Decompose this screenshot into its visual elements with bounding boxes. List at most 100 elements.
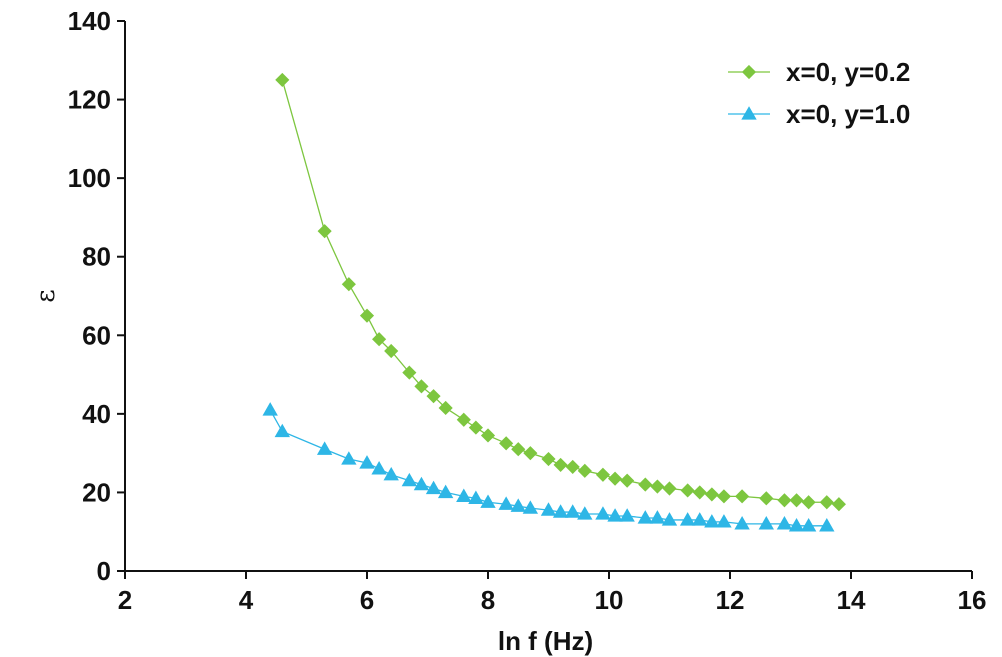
series-2-point	[661, 512, 678, 526]
series-2-point	[595, 506, 611, 520]
series-2-point	[274, 423, 290, 438]
series-1-point	[577, 463, 592, 478]
series-2-point	[679, 512, 696, 526]
series-2-point	[734, 516, 750, 530]
series-1-point	[759, 491, 774, 506]
y-axis-title: ε	[31, 289, 61, 302]
series-1-point	[735, 489, 750, 504]
series-2-point	[637, 510, 653, 524]
x-tick-label: 14	[837, 585, 866, 615]
series-1-point	[620, 473, 635, 488]
series-1-point	[650, 479, 665, 494]
legend-label: x=0, y=1.0	[786, 99, 910, 129]
series-2-point	[371, 461, 387, 475]
x-tick-label: 16	[958, 585, 987, 615]
series-2-point	[480, 494, 496, 508]
series-2-point	[819, 518, 835, 532]
y-tick-label: 80	[82, 242, 111, 272]
series-1-point	[704, 487, 719, 502]
series-1-point	[831, 497, 846, 512]
series-2-point	[359, 455, 375, 469]
series-1-point	[359, 308, 375, 323]
series-2-point	[316, 441, 333, 455]
x-ticks: 2 4 6 8 10 12 14 16	[118, 571, 987, 615]
series-1-point	[692, 485, 707, 500]
series-1-point	[499, 436, 514, 451]
x-tick-label: 10	[595, 585, 624, 615]
y-tick-label: 60	[82, 320, 111, 350]
x-axis-title: ln f (Hz)	[498, 626, 593, 656]
series-1-point	[372, 332, 387, 347]
series-1-point	[438, 400, 453, 416]
series-1-point	[414, 379, 429, 394]
series-1-point	[662, 481, 677, 496]
series-2-point	[425, 480, 442, 495]
y-ticks: 0 20 40 60 80 100 120 140	[68, 6, 125, 586]
series-2-point	[692, 512, 708, 526]
legend-swatch-marker	[741, 106, 757, 120]
series-1-point	[565, 459, 580, 474]
series-2-point	[552, 504, 569, 518]
series-1-point	[341, 277, 356, 292]
series-2-point	[758, 516, 774, 530]
series-1-point	[819, 495, 834, 510]
y-tick-label: 20	[82, 477, 111, 507]
series-2-point	[800, 518, 817, 532]
series-1-point	[402, 365, 417, 380]
series-2	[262, 402, 835, 532]
series-2-point	[716, 514, 732, 528]
series-2-point	[468, 490, 484, 504]
series-2-point	[540, 502, 557, 516]
y-tick-label: 0	[97, 556, 111, 586]
series-2-point	[704, 514, 720, 528]
legend-item-2: x=0, y=1.0	[728, 99, 910, 129]
series-2-point	[649, 510, 666, 524]
series-1-point	[777, 493, 792, 508]
series-1-line	[281, 79, 840, 505]
y-tick-label: 40	[82, 399, 111, 429]
y-tick-label: 120	[68, 85, 111, 115]
x-tick-label: 2	[118, 585, 132, 615]
x-tick-label: 12	[716, 585, 745, 615]
series-2-point	[401, 472, 418, 487]
series-2-point	[607, 508, 623, 522]
series-1-point	[607, 471, 623, 486]
series-2-point	[383, 466, 399, 481]
y-tick-label: 100	[68, 163, 111, 193]
x-tick-label: 6	[360, 585, 374, 615]
series-2-point	[522, 500, 539, 514]
series-1-point	[638, 477, 653, 492]
series-1-point	[541, 451, 556, 467]
legend: x=0, y=0.2 x=0, y=1.0	[728, 57, 910, 129]
series-2-point	[341, 451, 357, 465]
legend-item-1: x=0, y=0.2	[728, 57, 910, 87]
series-2-point	[498, 496, 514, 510]
series-1-point	[595, 467, 611, 482]
series-2-point	[456, 488, 472, 503]
y-tick-label: 140	[68, 6, 111, 36]
series-2-point	[577, 506, 593, 520]
x-tick-label: 8	[481, 585, 495, 615]
series-1-point	[511, 442, 526, 457]
series-2-point	[510, 498, 526, 512]
legend-label: x=0, y=0.2	[786, 57, 910, 87]
series-2-point	[565, 504, 581, 518]
series-1-point	[789, 493, 804, 508]
series-2-point	[413, 476, 430, 491]
series-1-point	[523, 446, 538, 461]
series-2-point	[437, 484, 454, 499]
series-2-point	[619, 508, 635, 522]
series-1-point	[716, 489, 732, 504]
series-1-point	[801, 495, 816, 510]
series-1-point	[317, 224, 332, 239]
x-tick-label: 4	[239, 585, 254, 615]
axes: 2 4 6 8 10 12 14 16 0 20 40 60 80 100 120 140	[68, 6, 987, 615]
series-1-point	[275, 72, 290, 87]
series-1-point	[680, 483, 695, 498]
series-1	[275, 72, 846, 512]
plot-series	[262, 72, 846, 532]
legend-swatch-marker	[741, 64, 757, 80]
series-1-point	[468, 420, 483, 435]
series-2-point	[788, 518, 805, 532]
series-1-point	[456, 412, 471, 427]
